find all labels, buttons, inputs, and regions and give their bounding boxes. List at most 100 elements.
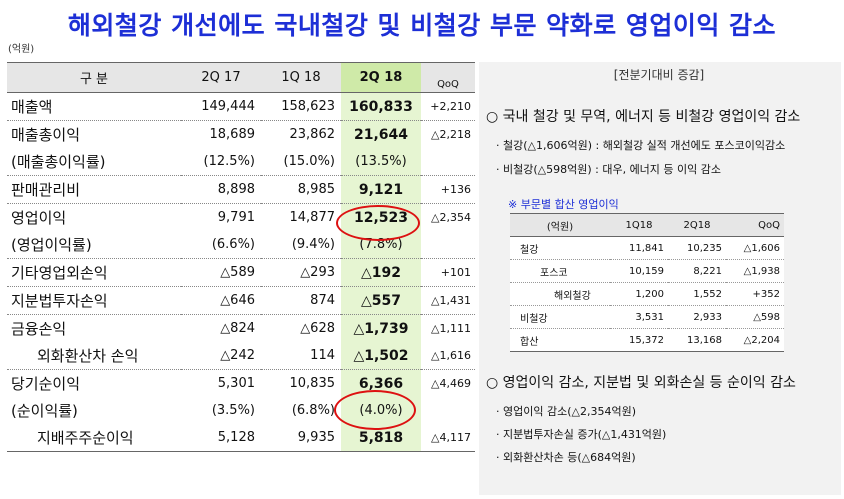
value-qoq: +2,210 <box>430 100 471 113</box>
segment-1q18: 10,159 <box>610 259 668 283</box>
value-1q18: (9.4%) <box>291 237 335 252</box>
value-1q18: 10,835 <box>261 369 341 397</box>
segment-2q18: 8,221 <box>668 259 726 283</box>
segment-2q18: 2,933 <box>668 305 726 329</box>
row-label: 영업이익 <box>7 203 181 231</box>
value-2q18: 9,121 <box>341 175 421 204</box>
row-label: 외화환산차 손익 <box>37 347 139 365</box>
value-qoq <box>421 397 475 424</box>
row-label: 매출액 <box>11 98 53 116</box>
value-1q18: 23,862 <box>261 120 341 148</box>
value-qoq: △4,117 <box>421 424 475 452</box>
value-2q18: 21,644 <box>341 120 421 148</box>
value-2q17: △589 <box>181 258 261 287</box>
value-qoq: +101 <box>421 258 475 287</box>
value-qoq: +136 <box>421 175 475 204</box>
segment-table-title: ※ 부문별 합산 영업이익 <box>508 198 619 211</box>
value-1q18: 9,935 <box>261 424 341 452</box>
segment-header-row: (억원) 1Q18 2Q18 QoQ <box>510 213 784 237</box>
value-1q18: △293 <box>261 258 341 287</box>
row-label: 기타영업외손익 <box>7 258 181 287</box>
segment-label: 철강 <box>510 236 610 260</box>
row-label: (매출총이익률) <box>11 153 106 171</box>
segment-label: 해외철강 <box>510 282 610 306</box>
value-2q17: △824 <box>181 314 261 342</box>
unit-label: (억원) <box>8 44 35 55</box>
segment-row: 철강 11,841 10,235 △1,606 <box>510 236 784 260</box>
highlight-circle-operating-profit <box>336 205 420 241</box>
value-2q18: △1,739 <box>341 314 421 342</box>
value-2q17: 8,898 <box>181 175 261 204</box>
segment-1q18: 1,200 <box>610 282 668 306</box>
panel-header: [전분기대비 증감] <box>613 68 705 82</box>
segment-header-qoq: QoQ <box>726 213 784 237</box>
table-header-row: 구 분 2Q 17 1Q 18 2Q 18 QoQ <box>7 62 475 93</box>
value-2q17: (12.5%) <box>203 154 255 169</box>
segment-table: (억원) 1Q18 2Q18 QoQ 철강 11,841 10,235 △1,606 포… <box>510 213 784 352</box>
segment-row: 합산 15,372 13,168 △2,204 <box>510 328 784 352</box>
section-1-title: ○ 국내 철강 및 무역, 에너지 등 비철강 영업이익 감소 <box>486 109 801 125</box>
row-label: (순이익률) <box>11 402 78 420</box>
value-qoq: △1,616 <box>431 349 471 362</box>
value-1q18: (6.8%) <box>291 403 335 418</box>
value-qoq <box>421 231 475 259</box>
table-row: (매출총이익률) (12.5%) (15.0%) (13.5%) <box>7 148 475 176</box>
income-statement-table: 구 분 2Q 17 1Q 18 2Q 18 QoQ 매출액 149,444 158,… <box>7 62 475 452</box>
section-2-bullet-1: · 영업이익 감소(△2,354억원) <box>496 405 636 418</box>
value-1q18: 158,623 <box>281 99 335 114</box>
value-1q18: 14,877 <box>261 203 341 231</box>
segment-1q18: 11,841 <box>610 236 668 260</box>
table-row: 지배주주순이익 5,128 9,935 5,818 △4,117 <box>7 424 475 452</box>
row-label: (영업이익률) <box>11 236 92 254</box>
table-row: 기타영업외손익 △589 △293 △192 +101 <box>7 258 475 287</box>
table-row: 외화환산차 손익 △242 114 △1,502 △1,616 <box>7 342 475 370</box>
table-row: 판매관리비 8,898 8,985 9,121 +136 <box>7 175 475 204</box>
section-2-bullet-3: · 외화환산차손 등(△684억원) <box>496 451 636 464</box>
value-1q18: (15.0%) <box>283 154 335 169</box>
value-qoq: △4,469 <box>421 369 475 397</box>
value-2q18: △1,502 <box>341 342 421 370</box>
value-2q17: 9,791 <box>181 203 261 231</box>
segment-row: 포스코 10,159 8,221 △1,938 <box>510 259 784 283</box>
page-title: 해외철강 개선에도 국내철강 및 비철강 부문 약화로 영업이익 감소 <box>67 11 777 40</box>
table-row: 매출총이익 18,689 23,862 21,644 △2,218 <box>7 120 475 148</box>
value-1q18: 114 <box>310 348 335 363</box>
segment-header-1q18: 1Q18 <box>610 213 668 237</box>
value-2q17: 5,301 <box>181 369 261 397</box>
section-2-title: ○ 영업이익 감소, 지분법 및 외화손실 등 순이익 감소 <box>486 375 796 391</box>
segment-2q18: 10,235 <box>668 236 726 260</box>
header-2q18: 2Q 18 <box>341 62 421 93</box>
segment-label: 합산 <box>510 328 610 352</box>
segment-1q18: 15,372 <box>610 328 668 352</box>
segment-row: 해외철강 1,200 1,552 +352 <box>510 282 784 306</box>
value-qoq: △2,354 <box>421 203 475 231</box>
table-row: 당기순이익 5,301 10,835 6,366 △4,469 <box>7 369 475 397</box>
table-row: 매출액 149,444 158,623 160,833 +2,210 <box>7 92 475 121</box>
value-2q17: 18,689 <box>181 120 261 148</box>
row-label: 지배주주순이익 <box>7 424 181 452</box>
value-2q17: △646 <box>181 286 261 315</box>
value-1q18: 874 <box>261 286 341 315</box>
segment-qoq: △598 <box>726 305 784 329</box>
segment-qoq: △1,606 <box>726 236 784 260</box>
segment-header-unit: (억원) <box>510 213 610 237</box>
row-label: 금융손익 <box>7 314 181 342</box>
header-2q17: 2Q 17 <box>181 62 261 93</box>
value-qoq: △1,431 <box>421 286 475 315</box>
value-2q17: (3.5%) <box>211 403 255 418</box>
segment-1q18: 3,531 <box>610 305 668 329</box>
header-1q18: 1Q 18 <box>261 62 341 93</box>
value-2q17: (6.6%) <box>211 237 255 252</box>
value-2q18: △192 <box>341 258 421 287</box>
section-2-bullet-2: · 지분법투자손실 증가(△1,431억원) <box>496 428 667 441</box>
row-label: 매출총이익 <box>7 120 181 148</box>
value-2q17: △242 <box>220 348 255 363</box>
segment-qoq: △2,204 <box>726 328 784 352</box>
section-1-bullet-1: · 철강(△1,606억원) : 해외철강 실적 개선에도 포스코이익감소 <box>496 139 786 152</box>
value-qoq: △1,111 <box>421 314 475 342</box>
segment-qoq: △1,938 <box>726 259 784 283</box>
row-label: 판매관리비 <box>7 175 181 204</box>
value-qoq <box>421 148 475 176</box>
segment-header-2q18: 2Q18 <box>668 213 726 237</box>
value-2q18: 160,833 <box>341 92 421 121</box>
